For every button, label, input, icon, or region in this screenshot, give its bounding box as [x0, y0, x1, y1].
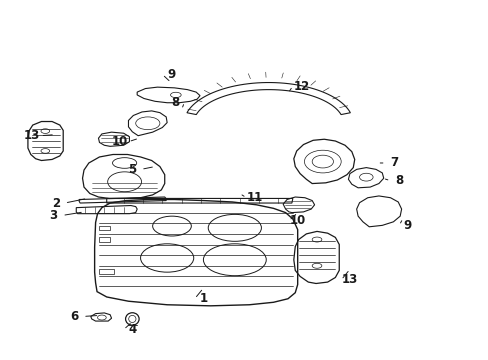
- Text: 3: 3: [49, 209, 58, 222]
- Text: 10: 10: [111, 135, 128, 148]
- Bar: [99, 238, 110, 242]
- Text: 8: 8: [171, 95, 180, 108]
- Bar: [99, 269, 114, 274]
- Text: 2: 2: [52, 197, 60, 210]
- Text: 11: 11: [246, 191, 263, 204]
- Text: 4: 4: [128, 323, 136, 336]
- Text: 9: 9: [403, 219, 411, 232]
- Text: 6: 6: [70, 310, 78, 323]
- Text: 12: 12: [293, 80, 309, 93]
- Text: 8: 8: [394, 174, 403, 187]
- Text: 1: 1: [199, 292, 207, 305]
- Text: 13: 13: [341, 274, 357, 287]
- Text: 13: 13: [23, 129, 40, 142]
- Text: 7: 7: [389, 157, 398, 170]
- Bar: [99, 226, 110, 230]
- Text: 5: 5: [128, 163, 136, 176]
- Text: 9: 9: [166, 68, 175, 81]
- Text: 10: 10: [289, 214, 305, 227]
